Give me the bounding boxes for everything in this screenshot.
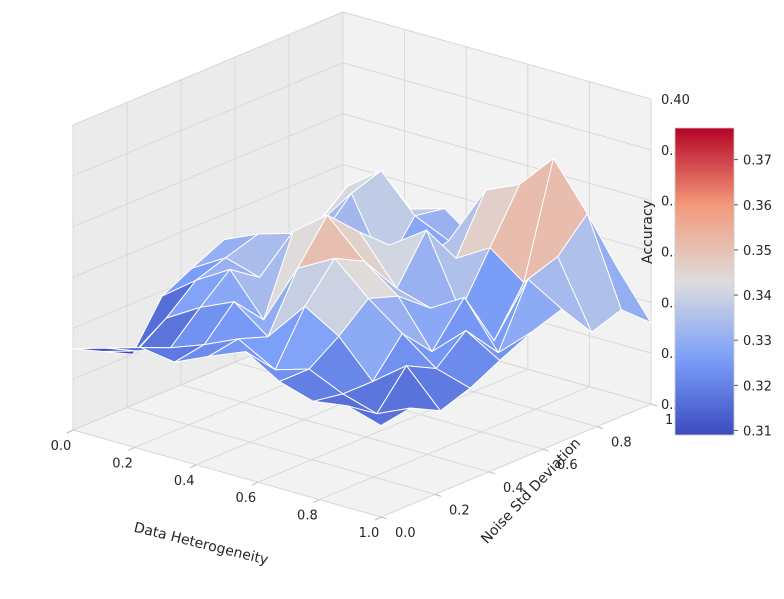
z-tick-label: 0.40 bbox=[661, 93, 690, 108]
x-tick-label: 1.0 bbox=[359, 526, 380, 541]
x-gridline bbox=[380, 403, 652, 518]
colorbar-tick-label: 0.35 bbox=[743, 244, 772, 259]
surface-facet bbox=[346, 405, 412, 426]
colorbar-tick-label: 0.34 bbox=[743, 289, 772, 304]
colorbar-tick-label: 0.36 bbox=[743, 199, 772, 214]
x-gridline bbox=[319, 386, 590, 501]
accuracy-surface bbox=[72, 157, 652, 426]
y-tick-mark bbox=[596, 426, 604, 430]
z-gridline bbox=[72, 62, 344, 177]
z-axis: Accuracy 0.280.300.320.340.360.380.40 bbox=[640, 93, 690, 413]
y-tick-label: 0.4 bbox=[503, 481, 524, 496]
y-gridline bbox=[180, 384, 490, 473]
x-tick-label: 0.2 bbox=[112, 456, 133, 471]
z-axis-label: Accuracy bbox=[640, 200, 656, 264]
x-tick-mark bbox=[251, 481, 259, 486]
colorbar-gradient bbox=[674, 127, 735, 436]
colorbar-tick-label: 0.31 bbox=[743, 424, 772, 439]
x-tick-label: 0.8 bbox=[297, 509, 318, 524]
x-tick-label: 0.4 bbox=[174, 474, 195, 489]
y-gridline bbox=[126, 406, 436, 495]
z-gridline bbox=[342, 113, 652, 202]
z-gridline bbox=[342, 62, 652, 151]
z-gridline bbox=[72, 11, 344, 126]
y-tick-mark bbox=[488, 471, 496, 475]
y-tick-mark bbox=[542, 448, 550, 452]
x-gridline bbox=[257, 368, 528, 483]
x-tick-label: 0.0 bbox=[51, 439, 72, 454]
colorbar: 0.31 0.32 0.33 0.34 0.35 0.36 0.37 bbox=[674, 127, 772, 439]
y-tick-label: 0.6 bbox=[557, 458, 578, 473]
x-tick-label: 0.6 bbox=[235, 491, 256, 506]
colorbar-tick-label: 0.37 bbox=[743, 154, 772, 169]
x-axis-label: Data Heterogeneity bbox=[132, 520, 270, 569]
x-tick-mark bbox=[66, 429, 74, 434]
y-tick-mark bbox=[650, 403, 658, 407]
z-gridline bbox=[342, 11, 652, 100]
z-gridline bbox=[72, 164, 344, 278]
y-tick-mark bbox=[380, 516, 388, 520]
colorbar-tick-label: 0.32 bbox=[743, 379, 772, 394]
y-tick-label: 0.8 bbox=[611, 436, 632, 451]
x-tick-mark bbox=[374, 516, 382, 521]
z-gridline bbox=[72, 113, 344, 228]
y-tick-label: 0.2 bbox=[449, 503, 470, 518]
x-tick-mark bbox=[313, 499, 320, 504]
colorbar-tick-label: 0.33 bbox=[743, 334, 772, 349]
x-tick-mark bbox=[189, 464, 197, 469]
y-gridline bbox=[72, 429, 382, 518]
y-tick-label: 0.0 bbox=[395, 526, 416, 541]
y-tick-mark bbox=[434, 493, 442, 497]
x-tick-mark bbox=[128, 446, 135, 451]
